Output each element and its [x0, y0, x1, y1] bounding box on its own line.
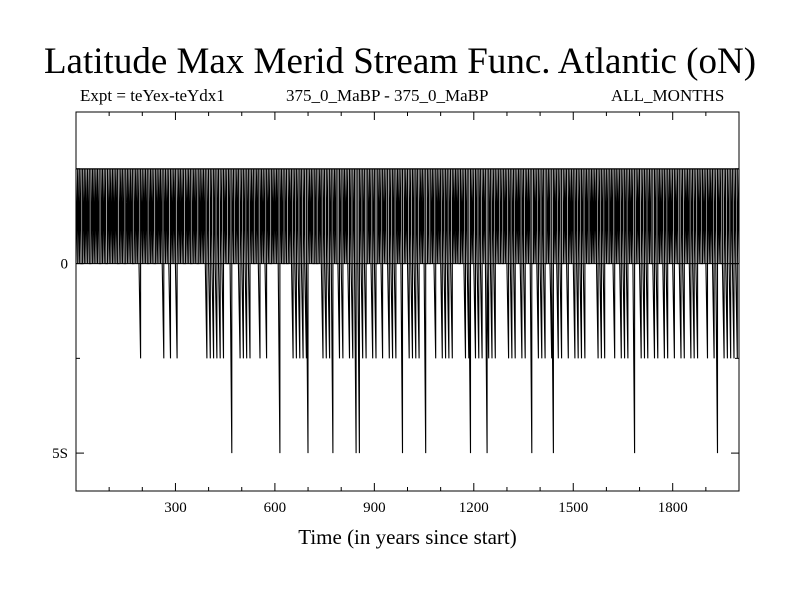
x-tick-label: 1500	[558, 500, 588, 516]
chart-title: Latitude Max Merid Stream Func. Atlantic…	[43, 41, 757, 82]
x-tick-label: 600	[264, 500, 287, 516]
x-tick-label: 900	[363, 500, 386, 516]
period-label: 375_0_MaBP - 375_0_MaBP	[286, 86, 489, 105]
x-tick-label: 1800	[658, 500, 688, 516]
experiment-label: Expt = teYex-teYdx1	[80, 86, 225, 105]
y-tick-label: 0	[61, 257, 69, 273]
x-axis-label: Time (in years since start)	[298, 525, 517, 549]
x-tick-label: 300	[164, 500, 187, 516]
x-tick-label: 1200	[459, 500, 489, 516]
series-line	[75, 168, 740, 454]
months-label: ALL_MONTHS	[611, 86, 725, 105]
y-tick-label: 5S	[52, 446, 68, 462]
